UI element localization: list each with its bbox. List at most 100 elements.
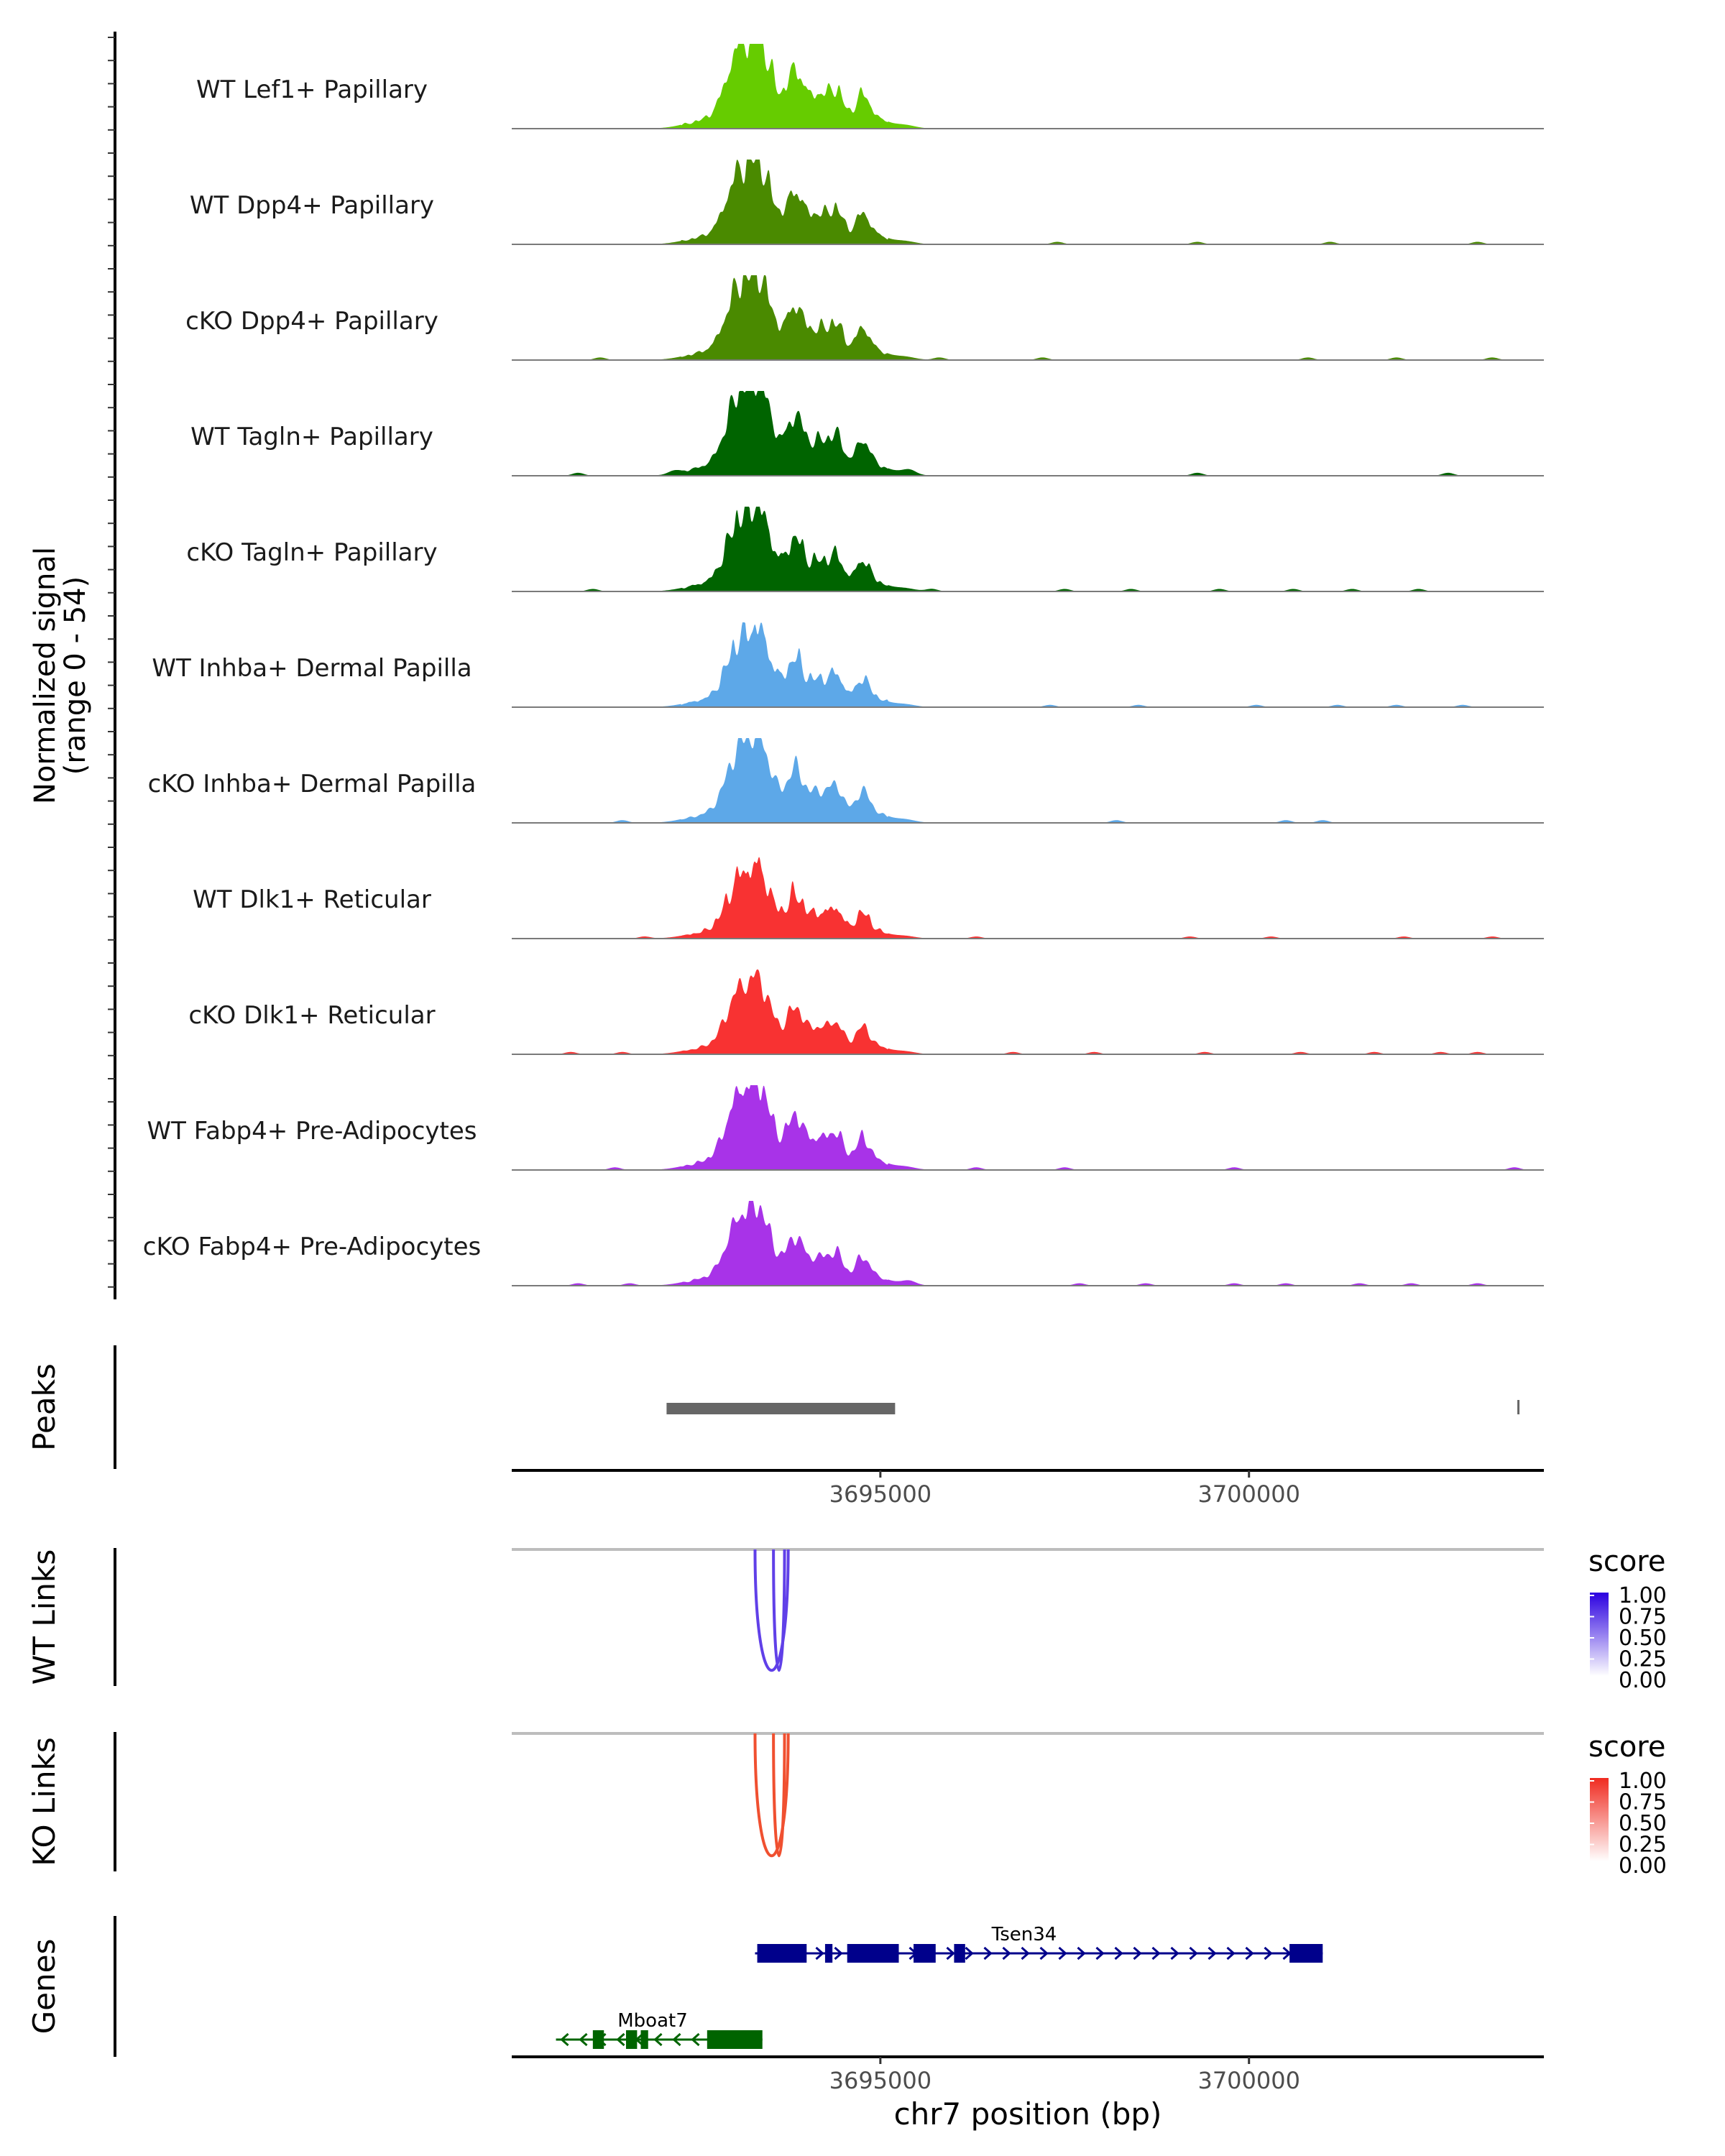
legend-title: score bbox=[1588, 1731, 1665, 1764]
track-label: cKO Fabp4+ Pre-Adipocytes bbox=[143, 1233, 482, 1261]
link-arc bbox=[772, 1549, 786, 1672]
legend-tick-label: 0.75 bbox=[1619, 1605, 1667, 1630]
strand-arrow bbox=[1170, 1946, 1179, 1961]
strand-arrow bbox=[834, 1946, 843, 1961]
strand-arrow bbox=[1133, 1946, 1142, 1961]
legend-tick-label: 0.00 bbox=[1619, 1668, 1667, 1693]
strand-arrow bbox=[1058, 1946, 1067, 1961]
coverage-area bbox=[512, 275, 1544, 360]
strand-arrow bbox=[1151, 1946, 1161, 1961]
track-label: WT Dpp4+ Papillary bbox=[190, 191, 434, 220]
genes-panel: Genes Tsen34 Mboat7 bbox=[27, 1916, 1323, 2057]
gene-exon bbox=[914, 1944, 936, 1963]
strand-arrow bbox=[1264, 1946, 1273, 1961]
peaks-panel: Peaks bbox=[27, 1345, 1520, 1469]
legend-title: score bbox=[1588, 1545, 1665, 1578]
strand-arrow bbox=[1245, 1946, 1254, 1961]
peaks-x-axis: 3695000 3700000 bbox=[512, 1469, 1544, 1508]
strand-arrow bbox=[691, 2032, 700, 2047]
coverage-track: WT Inhba+ Dermal Papilla bbox=[152, 622, 1544, 708]
genes-x-axis: 3695000 3700000 chr7 position (bp) bbox=[512, 2055, 1544, 2132]
coverage-area bbox=[512, 391, 1544, 476]
peaks-label: Peaks bbox=[27, 1363, 62, 1451]
coverage-area bbox=[512, 622, 1544, 707]
strand-arrow bbox=[579, 2032, 588, 2047]
links-label: KO Links bbox=[27, 1737, 62, 1866]
track-label: cKO Dlk1+ Reticular bbox=[188, 1001, 435, 1030]
x-tick-label: 3695000 bbox=[829, 1480, 932, 1508]
coverage-area bbox=[512, 160, 1544, 244]
strand-arrow bbox=[1077, 1946, 1086, 1961]
coverage-track: WT Dpp4+ Papillary bbox=[190, 160, 1544, 245]
score-legend: score 1.000.750.500.250.00 bbox=[1588, 1731, 1667, 1879]
coverage-y-axis bbox=[108, 32, 116, 1299]
coverage-track: cKO Dlk1+ Reticular bbox=[188, 969, 1544, 1055]
track-label: cKO Dpp4+ Papillary bbox=[185, 307, 438, 336]
legend-tick-label: 1.00 bbox=[1619, 1583, 1667, 1608]
gene-exon bbox=[707, 2030, 763, 2049]
gene-exon bbox=[847, 1944, 899, 1963]
track-label: WT Lef1+ Papillary bbox=[196, 75, 428, 104]
strand-arrow bbox=[672, 2032, 681, 2047]
gene-exon bbox=[640, 2030, 648, 2049]
strand-arrow bbox=[616, 2032, 625, 2047]
gene-exon bbox=[824, 1944, 833, 1963]
gene-exon bbox=[625, 2030, 638, 2049]
track-label: WT Inhba+ Dermal Papilla bbox=[152, 654, 472, 683]
track-label: WT Dlk1+ Reticular bbox=[193, 885, 431, 914]
x-axis-title: chr7 position (bp) bbox=[894, 2096, 1162, 2132]
coverage-ylabel-range: (range 0 - 54) bbox=[59, 576, 92, 775]
coverage-track: WT Fabp4+ Pre-Adipocytes bbox=[147, 1085, 1544, 1171]
track-label: WT Tagln+ Papillary bbox=[190, 423, 433, 451]
x-tick-label: 3700000 bbox=[1197, 1480, 1300, 1508]
link-arc bbox=[753, 1733, 790, 1857]
links-panel: WT Links bbox=[27, 1548, 1544, 1686]
gene-exon bbox=[757, 1944, 807, 1963]
links-panels: WT Links KO Links bbox=[27, 1548, 1544, 1871]
coverage-track: WT Dlk1+ Reticular bbox=[193, 857, 1544, 939]
coverage-area bbox=[512, 1085, 1544, 1170]
legend-tick-label: 0.25 bbox=[1619, 1647, 1667, 1672]
strand-arrow bbox=[560, 2032, 569, 2047]
legend-tick-label: 0.50 bbox=[1619, 1626, 1667, 1651]
coverage-track: WT Tagln+ Papillary bbox=[190, 391, 1544, 476]
coverage-track: cKO Fabp4+ Pre-Adipocytes bbox=[143, 1201, 1544, 1286]
x-tick-label: 3695000 bbox=[829, 2067, 932, 2094]
strand-arrow bbox=[983, 1946, 993, 1961]
strand-arrow bbox=[1095, 1946, 1105, 1961]
coverage-track: WT Lef1+ Papillary bbox=[196, 44, 1544, 129]
gene-model: Mboat7 bbox=[556, 2010, 763, 2049]
legend-tick-label: 0.00 bbox=[1619, 1853, 1667, 1879]
strand-arrow bbox=[815, 1946, 824, 1961]
gene-model: Tsen34 bbox=[755, 1924, 1323, 1963]
links-panel: KO Links bbox=[27, 1732, 1544, 1871]
legend-colorbar bbox=[1590, 1778, 1609, 1861]
strand-arrow bbox=[1226, 1946, 1236, 1961]
coverage-area bbox=[512, 1201, 1544, 1286]
strand-arrow bbox=[1189, 1946, 1198, 1961]
gene-name: Mboat7 bbox=[617, 2010, 688, 2032]
coverage-ylabel: Normalized signal bbox=[29, 547, 62, 804]
legend-colorbar bbox=[1590, 1593, 1609, 1676]
legend-tick-label: 0.75 bbox=[1619, 1790, 1667, 1815]
coverage-area bbox=[512, 857, 1544, 939]
coverage-area bbox=[512, 44, 1544, 129]
strand-arrow bbox=[946, 1946, 955, 1961]
strand-arrow bbox=[653, 2032, 663, 2047]
coverage-area bbox=[512, 507, 1544, 591]
gene-name: Tsen34 bbox=[991, 1924, 1057, 1945]
coverage-track: cKO Tagln+ Papillary bbox=[186, 507, 1544, 592]
coverage-tracks: WT Lef1+ Papillary WT Dpp4+ Papillary cKO … bbox=[143, 44, 1544, 1286]
track-label: WT Fabp4+ Pre-Adipocytes bbox=[147, 1117, 477, 1146]
coverage-area bbox=[512, 738, 1544, 823]
strand-arrow bbox=[1021, 1946, 1030, 1961]
links-label: WT Links bbox=[27, 1549, 62, 1685]
strand-arrow bbox=[1002, 1946, 1011, 1961]
link-arc bbox=[753, 1549, 790, 1672]
coverage-track: cKO Dpp4+ Papillary bbox=[185, 275, 1544, 361]
coverage-track: cKO Inhba+ Dermal Papilla bbox=[148, 738, 1544, 824]
gene-exon bbox=[592, 2030, 604, 2049]
score-legend: score 1.000.750.500.250.00 bbox=[1588, 1545, 1667, 1693]
strand-arrow bbox=[1208, 1946, 1217, 1961]
link-arc bbox=[772, 1733, 786, 1858]
